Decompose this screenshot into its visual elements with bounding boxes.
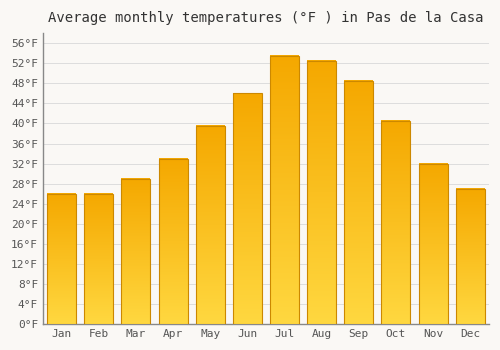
Bar	[233, 93, 262, 324]
Bar	[122, 178, 150, 324]
Bar	[382, 121, 410, 324]
Bar	[344, 81, 374, 324]
Bar	[196, 126, 224, 324]
Bar	[47, 194, 76, 324]
Bar	[418, 163, 448, 324]
Bar	[158, 159, 188, 324]
Bar	[456, 189, 485, 324]
Title: Average monthly temperatures (°F ) in Pas de la Casa: Average monthly temperatures (°F ) in Pa…	[48, 11, 484, 25]
Bar	[84, 194, 113, 324]
Bar	[270, 56, 299, 324]
Bar	[307, 61, 336, 324]
